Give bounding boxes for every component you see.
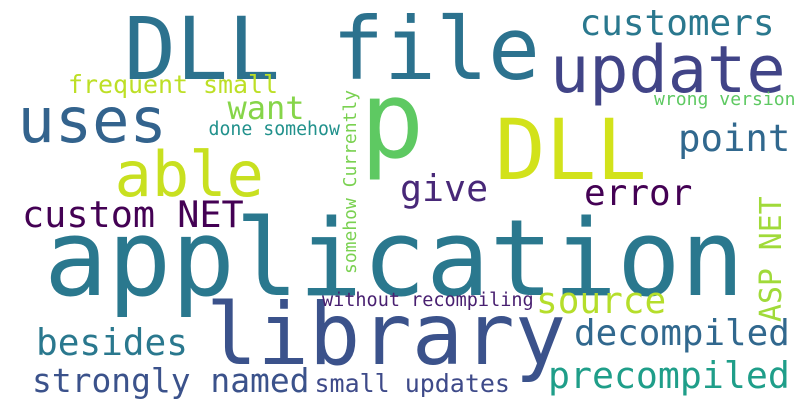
word-frequent-small: frequent small	[68, 69, 279, 99]
word-wrong-version: wrong version	[654, 89, 796, 110]
word-source: source	[536, 280, 667, 322]
word-decompiled: decompiled	[574, 313, 790, 354]
word-somehow-currently: somehow Currently	[340, 89, 361, 274]
word-dll-file: DLL file	[124, 0, 541, 100]
word-want: want	[227, 89, 305, 127]
word-asp-net: ASP NET	[754, 196, 789, 322]
word-precompiled: precompiled	[548, 353, 790, 397]
word-without-recompiling: without recompiling	[322, 289, 534, 311]
word-update: update	[550, 31, 786, 108]
word-p: p	[360, 58, 425, 183]
word-able: able	[114, 138, 264, 211]
word-library: library	[206, 285, 567, 385]
word-strongly-named: strongly named	[32, 360, 310, 400]
word-besides: besides	[36, 322, 188, 364]
word-custom-net: custom NET	[22, 192, 244, 236]
word-customers: customers	[579, 3, 775, 44]
word-point: point	[678, 115, 791, 160]
word-give: give	[400, 166, 489, 210]
word-application: application	[44, 197, 745, 320]
word-dll: DLL	[495, 101, 647, 199]
word-uses: uses	[17, 84, 167, 157]
word-small-updates: small updates	[314, 368, 510, 398]
word-done-somehow: done somehow	[208, 119, 340, 140]
word-error: error	[584, 173, 693, 214]
